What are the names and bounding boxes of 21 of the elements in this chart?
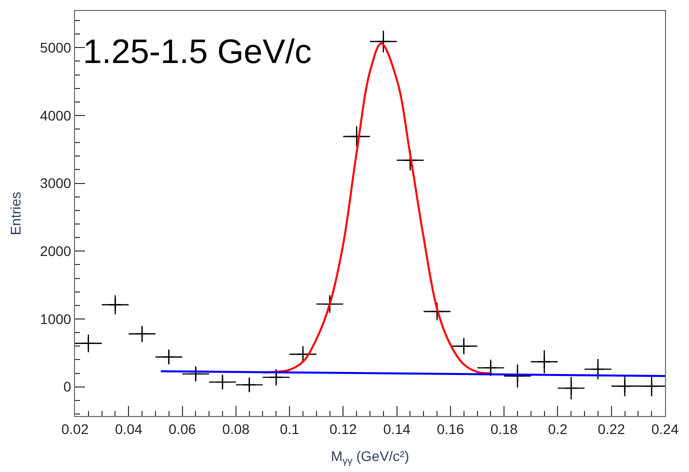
x-tick-label: 0.12: [330, 420, 358, 437]
x-tick-label: 0.22: [598, 420, 626, 437]
x-tick-label: 0.04: [115, 420, 142, 437]
x-tick-label: 0.14: [383, 420, 411, 437]
y-tick-label: 4000: [40, 107, 72, 124]
x-tick-label: 0.16: [436, 420, 464, 437]
x-tick-label: 0.1: [280, 420, 300, 437]
x-tick-label: 0.24: [651, 420, 679, 437]
x-tick-label: 0.08: [222, 420, 250, 437]
y-tick-label: 1000: [40, 310, 72, 327]
y-tick-label: 0: [63, 378, 72, 395]
y-tick-label: 5000: [40, 40, 72, 56]
y-tick-label: 2000: [40, 243, 72, 260]
text: 1.25-1.5 GeV/c: [83, 33, 312, 71]
y-axis-title: Entries: [8, 192, 24, 236]
x-tick-label: 0.06: [168, 420, 196, 437]
x-tick-label: 0.02: [61, 420, 89, 437]
y-tick-label: 3000: [40, 175, 72, 192]
x-axis-title: M$_{γγ}$ (GeV/c²): [330, 448, 410, 468]
x-tick-label: 0.18: [490, 420, 518, 437]
x-tick-label: 0.2: [548, 420, 568, 437]
